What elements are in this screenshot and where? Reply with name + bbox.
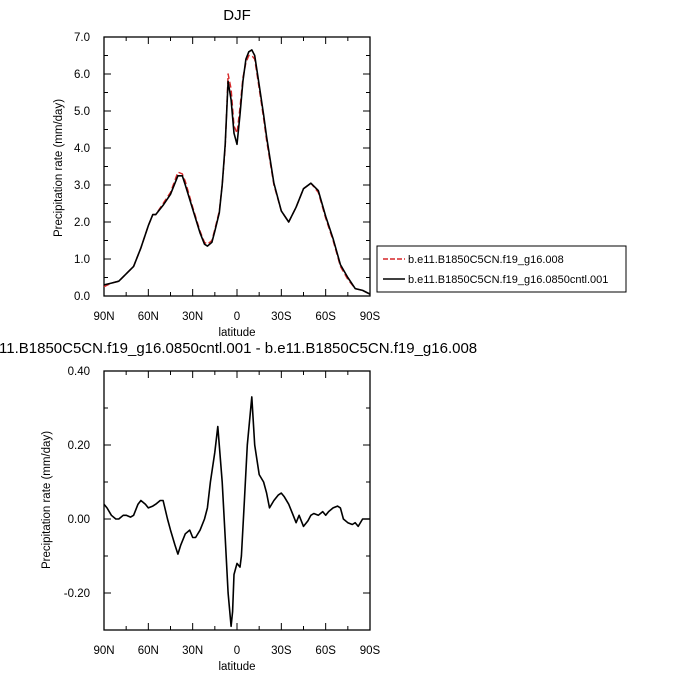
series-line-1 (103, 49, 371, 295)
y-axis-label: Precipitation rate (mm/day) (53, 99, 65, 237)
y-axis-label: Precipitation rate (mm/day) (41, 431, 53, 569)
plot-frame (103, 36, 371, 297)
x-tick-label: 90N (93, 311, 114, 323)
x-tick-label: 30S (271, 311, 292, 323)
y-tick-label: 0.40 (68, 366, 90, 378)
x-tick-label: 30N (182, 311, 203, 323)
y-tick-label: 7.0 (74, 32, 90, 44)
legend-box (376, 245, 627, 293)
x-tick-label: 30S (271, 645, 292, 657)
y-tick-label: 3.0 (74, 180, 90, 192)
plot-frame (103, 370, 371, 631)
x-axis-label: latitude (218, 327, 255, 339)
y-tick-label: 1.0 (74, 254, 90, 266)
y-tick-label: 2.0 (74, 217, 90, 229)
y-tick-label: -0.20 (64, 588, 90, 600)
x-tick-label: 60N (138, 311, 159, 323)
x-axis-label: latitude (218, 661, 255, 673)
series-line-0 (103, 54, 371, 295)
chart-title: :11.B1850C5CN.f19_g16.0850cntl.001 - b.e… (0, 340, 477, 357)
x-tick-label: 0 (234, 311, 240, 323)
y-tick-label: 0.0 (74, 291, 90, 303)
x-tick-label: 30N (182, 645, 203, 657)
x-tick-label: 0 (234, 645, 240, 657)
y-tick-label: 4.0 (74, 143, 90, 155)
y-tick-label: 0.00 (68, 514, 90, 526)
legend-label: b.e11.B1850C5CN.f19_g16.008 (408, 254, 564, 266)
chart-title: DJF (223, 7, 251, 24)
x-tick-label: 90S (360, 311, 381, 323)
x-tick-label: 60N (138, 645, 159, 657)
y-tick-label: 6.0 (74, 69, 90, 81)
series-line-0 (103, 396, 370, 628)
x-tick-label: 90N (93, 645, 114, 657)
x-tick-label: 90S (360, 645, 381, 657)
y-tick-label: 5.0 (74, 106, 90, 118)
x-tick-label: 60S (315, 311, 336, 323)
y-tick-label: 0.20 (68, 440, 90, 452)
legend-label: b.e11.B1850C5CN.f19_g16.0850cntl.001 (408, 274, 608, 286)
x-tick-label: 60S (315, 645, 336, 657)
